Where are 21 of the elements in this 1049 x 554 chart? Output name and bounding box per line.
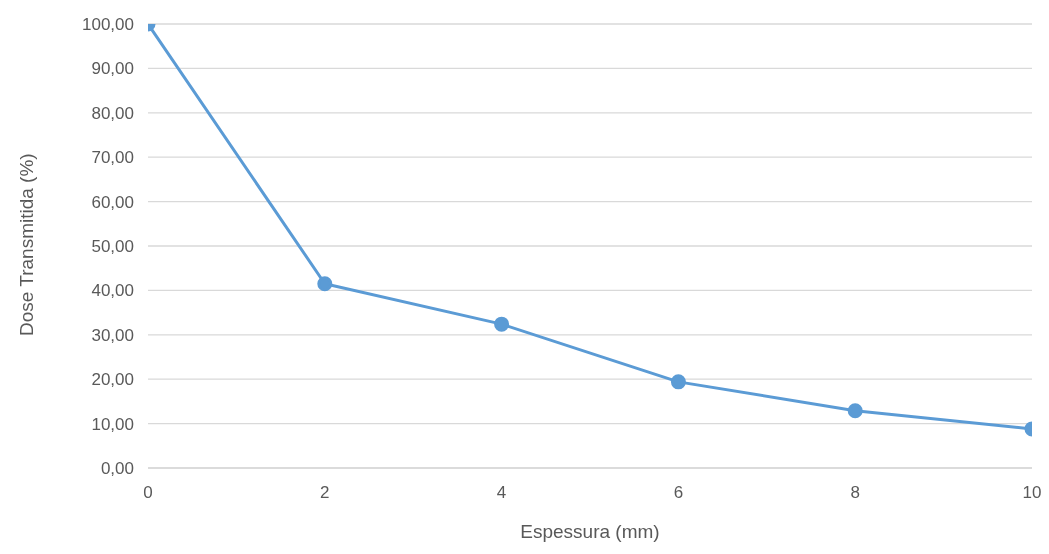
x-tick-label: 10 — [1022, 483, 1042, 503]
point — [494, 316, 510, 332]
x-tick-label: 6 — [673, 483, 684, 503]
y-tick-label: 30,00 — [91, 325, 134, 345]
y-tick-label: 70,00 — [91, 148, 134, 168]
y-tick-label: 90,00 — [91, 59, 134, 79]
y-tick-label: 50,00 — [91, 237, 134, 257]
x-tick-label: 4 — [496, 483, 507, 503]
y-tick-label: 60,00 — [91, 192, 134, 212]
y-tick-label: 0,00 — [100, 459, 134, 479]
x-axis-title: Espessura (mm) — [520, 521, 660, 542]
y-tick-label: 10,00 — [91, 414, 134, 434]
y-tick-label: 20,00 — [91, 370, 134, 390]
y-tick-label: 100,00 — [82, 15, 134, 35]
x-tick-label: 8 — [850, 483, 860, 503]
y-tick-label: 40,00 — [91, 281, 134, 301]
x-tick-label: 0 — [143, 483, 153, 503]
y-axis-title: Dose Transmitida (%) — [15, 153, 37, 336]
y-tick-label: 80,00 — [91, 103, 134, 123]
point — [670, 374, 686, 390]
x-tick-label: 2 — [320, 483, 330, 503]
